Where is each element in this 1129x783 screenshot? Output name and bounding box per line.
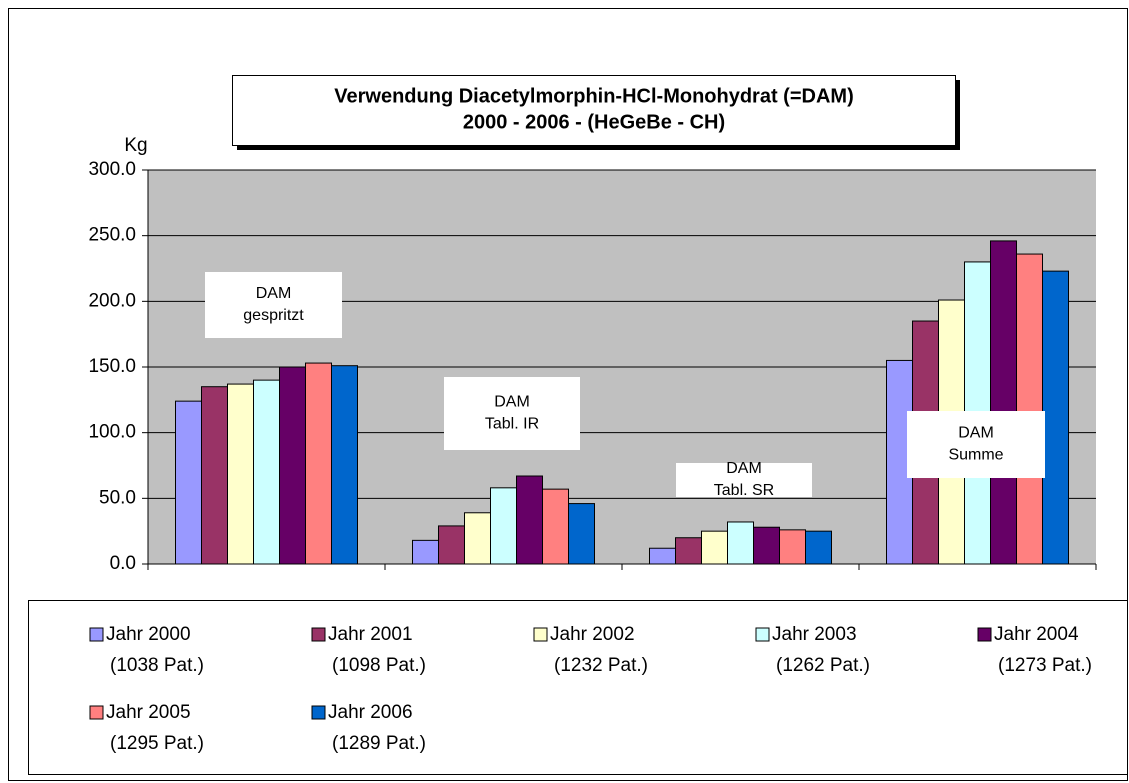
chart-title: 2000 - 2006 - (HeGeBe - CH): [463, 111, 725, 133]
bar: [331, 365, 358, 565]
bar: [201, 386, 228, 565]
legend-label: (1232 Pat.): [554, 655, 648, 676]
bar: [175, 400, 202, 565]
bar: [649, 547, 676, 565]
bar: [542, 488, 569, 565]
legend-label: (1098 Pat.): [332, 655, 426, 676]
bar: [568, 503, 595, 565]
y-tick-label: 200.0: [88, 290, 136, 311]
bar: [701, 530, 728, 565]
legend-swatch: [311, 627, 326, 642]
legend-label: Jahr 2003: [772, 624, 857, 645]
legend-label: Jahr 2001: [328, 624, 413, 645]
chart-title: Verwendung Diacetylmorphin-HCl-Monohydra…: [334, 85, 853, 107]
annotation-text: Summe: [948, 447, 1003, 464]
annotation-text: gespritzt: [243, 307, 304, 324]
bar: [438, 525, 465, 565]
annotation-text: Tabl. SR: [714, 482, 774, 499]
bar: [279, 366, 306, 565]
legend-label: (1273 Pat.): [998, 655, 1092, 676]
annotation-text: DAM: [494, 394, 530, 411]
bar: [779, 529, 806, 565]
legend-label: Jahr 2004: [994, 624, 1079, 645]
bar: [464, 512, 491, 565]
annotation-text: DAM: [726, 460, 762, 477]
y-tick-label: 0.0: [110, 553, 136, 574]
annotation-box: [676, 463, 812, 497]
legend-swatch: [89, 705, 104, 720]
legend-swatch: [89, 627, 104, 642]
bar: [805, 530, 832, 565]
bar: [305, 362, 332, 565]
annotation-box: [444, 377, 580, 450]
annotation-text: Tabl. IR: [485, 416, 539, 433]
bar: [516, 475, 543, 565]
legend-label: Jahr 2005: [106, 702, 191, 723]
bar: [227, 383, 254, 565]
bar: [490, 487, 517, 565]
legend-swatch: [533, 627, 548, 642]
legend-label: (1038 Pat.): [110, 655, 204, 676]
bar: [675, 537, 702, 565]
annotation-box: [907, 411, 1045, 478]
chart-frame: [8, 8, 1128, 781]
bar: [1016, 253, 1043, 565]
legend-swatch: [311, 705, 326, 720]
title-box: [232, 75, 956, 146]
bar: [1042, 270, 1069, 565]
annotation-box: [205, 272, 342, 338]
y-tick-label: 100.0: [88, 422, 136, 443]
legend-label: (1295 Pat.): [110, 733, 204, 754]
y-tick-label: 300.0: [88, 159, 136, 180]
bar: [253, 379, 280, 565]
legend-swatch: [977, 627, 992, 642]
bar: [727, 521, 754, 565]
legend-label: Jahr 2000: [106, 624, 191, 645]
legend-box: [28, 600, 1128, 775]
y-tick-label: 250.0: [88, 225, 136, 246]
legend-label: Jahr 2002: [550, 624, 635, 645]
legend-swatch: [755, 627, 770, 642]
y-tick-label: 150.0: [88, 356, 136, 377]
bar: [412, 539, 439, 565]
legend-label: Jahr 2006: [328, 702, 413, 723]
y-tick-label: 50.0: [99, 487, 136, 508]
bar: [753, 526, 780, 565]
y-axis-label: Kg: [124, 135, 147, 156]
legend-label: (1289 Pat.): [332, 733, 426, 754]
annotation-text: DAM: [958, 425, 994, 442]
legend-label: (1262 Pat.): [776, 655, 870, 676]
bar: [990, 240, 1017, 565]
annotation-text: DAM: [256, 285, 292, 302]
